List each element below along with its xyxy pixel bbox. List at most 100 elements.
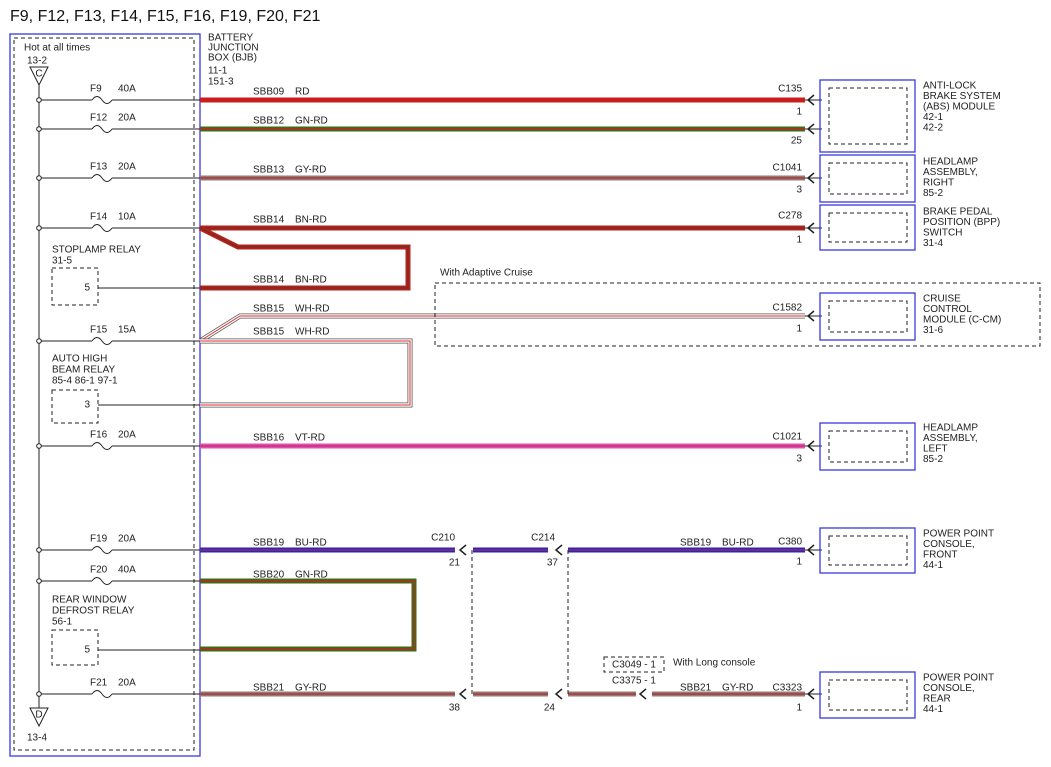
fuse-id: F16 [90,430,108,441]
module-box [819,292,916,341]
wire-color: BN-RD [295,275,327,286]
module-label: 44-1 [923,704,943,715]
wire [198,313,805,344]
connector-chevron [554,688,563,700]
junction-dot [36,175,42,181]
relay-box [51,629,99,666]
junction-dot [36,578,42,584]
wire-circuit: SBB15 [253,327,285,338]
relay-pin: 5 [84,645,90,656]
junction-dot [36,338,42,344]
module-label: POWER POINT [923,529,994,540]
relay-box [51,389,99,424]
junction-dot [36,97,42,103]
module-label: SWITCH [923,228,962,239]
module-inner [828,535,908,566]
pin-triangle [29,66,49,87]
module-inner [828,212,908,243]
connector-label: C1582 [773,303,803,314]
module-label: REAR [923,694,951,705]
fuse [91,690,113,698]
fuse-id: F19 [90,534,108,545]
wire [199,314,805,343]
module-label: POSITION (BPP) [923,217,1000,228]
module-label: LEFT [923,444,947,455]
fuse [91,174,113,182]
bjb-label: 151-3 [208,77,234,88]
option-note: With Adaptive Cruise [440,268,533,279]
connector-option-box [603,656,665,673]
bjb-label: JUNCTION [208,43,259,54]
fuse [91,546,113,554]
wire-circuit: SBB19 [680,538,712,549]
relay-label: DEFROST RELAY [52,606,135,617]
connector-label: 25 [791,136,803,147]
wire-color: WH-RD [295,327,329,338]
fuse-rating: 20A [118,162,136,173]
module-label: ASSEMBLY, [923,433,978,444]
fuse-id: F15 [90,325,108,336]
fuse-id: F9 [90,84,102,95]
connector-label: C210 [431,533,455,544]
module-box [819,422,916,471]
wire-circuit: SBB14 [253,215,285,226]
fuse [91,125,113,133]
connector-label: 1 [796,324,802,335]
wire [199,227,409,289]
fuse-rating: 20A [118,678,136,689]
module-inner [828,162,908,195]
wire-color: RD [295,87,309,98]
module-label: MODULE (C-CM) [923,315,1001,326]
bjb-dashed [13,37,195,751]
wire-color: VT-RD [295,433,325,444]
connector-label: 1 [796,235,802,246]
fuse-rating: 40A [118,84,136,95]
junction-dot [36,691,42,697]
wire-color: GN-RD [295,570,328,581]
fuse [91,577,113,585]
relay-label: 85-4 86-1 97-1 [52,376,118,387]
module-inner [828,430,908,463]
bjb-label: BATTERY [208,33,254,44]
connector-label: C1021 [773,432,803,443]
module-box [819,204,916,251]
fuse [91,96,113,104]
wire-color: WH-RD [295,304,329,315]
wire-circuit: SBB16 [253,433,285,444]
connector-chevron [554,544,563,556]
connector-label: C380 [778,537,802,548]
module-box [819,527,916,574]
module-label: 42-2 [923,123,943,134]
connector-label: C278 [778,211,802,222]
junction-dot [36,443,42,449]
bjb-outline [9,33,201,757]
bjb-label: BOX (BJB) [208,53,257,64]
module-inner [828,679,908,711]
module-label: 44-1 [923,560,943,571]
module-label: RIGHT [923,178,954,189]
fuse-rating: 20A [118,430,136,441]
fuse-id: F14 [90,212,108,223]
wire-circuit: SBB09 [253,87,285,98]
module-label: ASSEMBLY, [923,167,978,178]
fuse [91,442,113,450]
fuse-rating: 40A [118,565,136,576]
connector-label: 37 [547,558,559,569]
connector-chevron [458,544,467,556]
wire [200,340,411,406]
relay-label: 56-1 [52,617,72,628]
connector-label: C3375 - 1 [612,676,656,687]
wire-color: BU-RD [722,538,754,549]
fuse [91,337,113,345]
connector-label: C214 [531,533,555,544]
bjb-label: 11-1 [208,66,228,77]
module-box [819,79,916,153]
module-label: 31-4 [923,238,943,249]
wire-color: GY-RD [295,683,326,694]
wire-circuit: SBB14 [253,275,285,286]
junction-dot [36,547,42,553]
bjb-bottom-ref: 13-4 [27,733,47,744]
wire-color: BU-RD [295,538,327,549]
wire-circuit: SBB21 [253,683,285,694]
